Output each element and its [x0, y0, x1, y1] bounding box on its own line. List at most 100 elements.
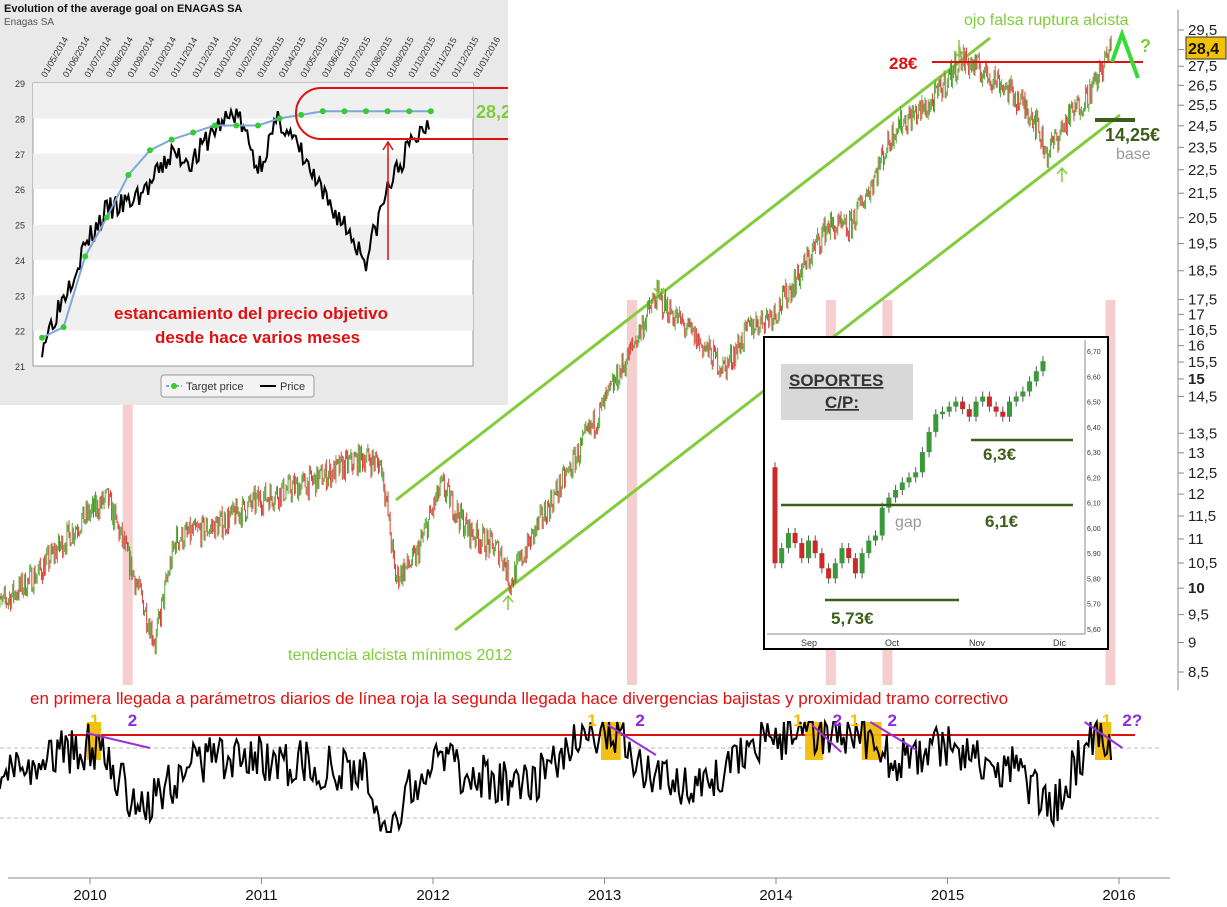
support-label-2: 6,1€ — [985, 512, 1019, 531]
support-candle-body — [819, 553, 825, 569]
target-highlight-oval — [295, 87, 508, 140]
inset-title: Evolution of the average goal on ENAGAS … — [4, 3, 242, 15]
supports-title-box — [781, 364, 913, 420]
support-candle-body — [873, 535, 878, 541]
inset-target-marker — [384, 108, 391, 115]
inset-price-line — [41, 106, 430, 358]
year-label: 2013 — [588, 887, 621, 904]
support-y-tick: 6,20 — [1087, 475, 1101, 482]
inset-target-marker — [211, 122, 218, 129]
mark-second: 2 — [887, 711, 896, 730]
inset-target-marker — [125, 171, 132, 178]
arrow-up-icon — [382, 140, 394, 260]
inset-target-marker — [427, 108, 434, 115]
inset-y-tick: 23 — [15, 291, 25, 301]
rsi-note: en primera llegada a parámetros diarios … — [30, 689, 1008, 708]
breakout-question: ? — [1140, 36, 1151, 56]
right-axis-label: 22,5 — [1188, 162, 1217, 179]
support-candle-body — [859, 553, 865, 574]
price-candles — [0, 35, 1112, 655]
support-candle-body — [792, 532, 798, 544]
breakout-caret — [1110, 28, 1140, 79]
right-axis-label: 11,5 — [1188, 508, 1216, 525]
support-candle-body — [866, 540, 872, 554]
inset-target-marker — [341, 108, 348, 115]
right-axis-label: 15,5 — [1188, 354, 1217, 371]
right-axis-label: 26,5 — [1188, 77, 1217, 94]
support-candle-body — [846, 548, 852, 559]
support-candle-body — [852, 558, 858, 574]
mark-first: 1 — [850, 711, 859, 730]
arrow-down-icon — [653, 280, 665, 296]
inset-y-tick: 21 — [15, 362, 25, 372]
inset-y-tick: 28 — [15, 114, 25, 124]
mark-first: 1 — [793, 711, 802, 730]
channel-upper-line — [395, 36, 991, 502]
trend-label: tendencia alcista mínimos 2012 — [288, 647, 512, 664]
base-value: 14,25€ — [1105, 125, 1160, 145]
year-label: 2016 — [1102, 887, 1135, 904]
divergence-line — [86, 732, 151, 749]
right-axis-label: 9,5 — [1188, 607, 1209, 624]
right-axis-label: 14,5 — [1188, 388, 1217, 405]
support-candle-body — [785, 532, 791, 549]
right-axis-label: 8,5 — [1188, 664, 1209, 681]
year-label: 2015 — [931, 887, 964, 904]
support-y-tick: 6,00 — [1087, 526, 1101, 533]
inset-y-tick: 27 — [15, 150, 25, 160]
year-label: 2014 — [759, 887, 792, 904]
inset-target-marker — [168, 136, 175, 143]
inset-target-marker — [406, 108, 413, 115]
support-candle-body — [886, 497, 892, 508]
current-price-box — [1185, 36, 1227, 60]
support-candle-body — [993, 406, 999, 412]
support-candle-body — [980, 396, 986, 402]
target-value-label: 28,2€ — [476, 102, 508, 122]
support-candle-body — [812, 540, 818, 554]
mark-second: 2 — [128, 711, 137, 730]
support-y-tick: 5,70 — [1087, 602, 1101, 609]
support-y-tick: 6,60 — [1087, 374, 1101, 381]
resistance-label: 28€ — [889, 54, 918, 73]
support-y-tick: 6,50 — [1087, 400, 1101, 407]
right-axis-label: 16 — [1188, 338, 1205, 355]
right-axis-label: 21,5 — [1188, 185, 1217, 202]
inset-target-marker — [147, 147, 153, 154]
divergence-line — [811, 724, 842, 753]
target-price-inset: Evolution of the average goal on ENAGAS … — [0, 0, 508, 405]
mark-first: 1 — [90, 711, 99, 730]
support-month-label: Nov — [969, 638, 986, 648]
right-axis-ticks: 29,5 28,427,5 26,5 25,5 24,5 23,5 22,5 21,5 20,5… — [1178, 22, 1217, 681]
support-candle-body — [940, 411, 945, 415]
inset-target-marker — [319, 108, 326, 115]
support-candle-body — [1027, 381, 1033, 392]
support-month-label: Dic — [1053, 638, 1066, 648]
supports-title-1: SOPORTES — [789, 371, 883, 390]
support-y-tick: 6,30 — [1087, 450, 1101, 457]
support-candle-body — [953, 401, 959, 407]
oscillator-line — [0, 718, 1113, 833]
inset-target-marker — [276, 115, 283, 122]
supports-title-2: C/P: — [825, 393, 859, 412]
inset-target-marker — [60, 324, 67, 331]
signal-band — [122, 300, 133, 685]
right-axis-label: 9 — [1188, 635, 1196, 652]
right-axis-label: 17,5 — [1188, 291, 1217, 308]
supports-candles — [772, 356, 1046, 584]
arrow-up-icon — [502, 594, 514, 610]
right-axis-label: 10 — [1188, 580, 1205, 597]
oscillator-marks: 1 2 1 2 1 2 1 2 1 2? — [86, 711, 1142, 756]
signal-band — [1105, 300, 1116, 685]
inset-target-marker — [39, 334, 45, 341]
inset-grid-band — [33, 295, 473, 331]
support-candle-body — [899, 482, 905, 490]
support-candle-body — [1007, 401, 1012, 417]
right-axis-label: 25,5 — [1188, 97, 1217, 114]
arrow-up-icon — [1056, 166, 1068, 182]
right-axis-label: 15 — [1188, 371, 1205, 388]
inset-target-marker — [363, 108, 369, 115]
inset-y-tick: 22 — [15, 327, 25, 337]
support-candle-body — [926, 431, 932, 453]
inset-grid — [33, 83, 473, 331]
stagnation-line-1: estancamiento del precio objetivo — [114, 304, 388, 323]
